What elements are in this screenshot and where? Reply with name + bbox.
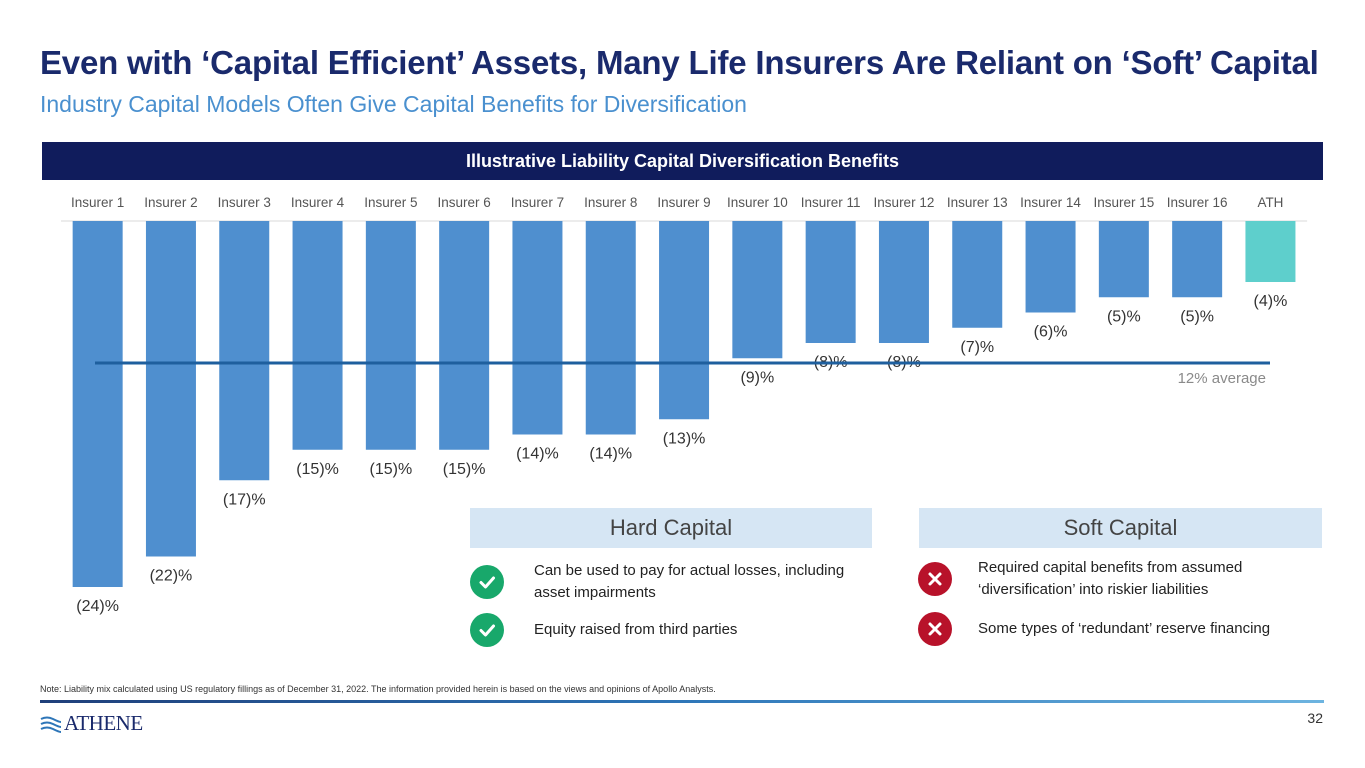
x-tick-label: Insurer 1 (71, 195, 124, 210)
logo-waves-icon (40, 716, 62, 733)
hard-capital-item: Can be used to pay for actual losses, in… (470, 560, 874, 604)
soft-capital-item-text: Required capital benefits from assumed ‘… (978, 559, 1243, 598)
bar (585, 221, 636, 435)
bar (219, 221, 270, 481)
hard-capital-item-text: Can be used to pay for actual losses, in… (534, 562, 845, 601)
data-label: (5)% (1107, 308, 1141, 325)
data-label: (13)% (663, 430, 706, 447)
x-tick-label: Insurer 11 (801, 195, 861, 210)
average-label: 12% average (1178, 370, 1266, 387)
hard-capital-item-text: Equity raised from third parties (534, 621, 738, 638)
page-title: Even with ‘Capital Efficient’ Assets, Ma… (40, 44, 1319, 81)
x-tick-label: Insurer 6 (438, 195, 491, 210)
bar (365, 221, 416, 450)
data-label: (15)% (443, 461, 486, 478)
bar (878, 221, 929, 343)
data-label: (5)% (1180, 308, 1214, 325)
bar (72, 221, 123, 587)
x-icon (918, 612, 952, 646)
bar (512, 221, 563, 435)
x-tick-label: Insurer 13 (947, 195, 1008, 210)
data-label: (4)% (1254, 293, 1288, 310)
page-subtitle: Industry Capital Models Often Give Capit… (40, 91, 747, 117)
data-label: (6)% (1034, 324, 1068, 341)
bar (1098, 221, 1149, 298)
x-tick-label: Insurer 9 (657, 195, 710, 210)
data-label: (14)% (516, 446, 559, 463)
bar (439, 221, 490, 450)
x-icon (918, 562, 952, 596)
bar (952, 221, 1003, 328)
x-tick-label: Insurer 4 (291, 195, 345, 210)
data-label: (14)% (589, 446, 632, 463)
data-label: (22)% (150, 568, 193, 585)
x-tick-label: Insurer 16 (1167, 195, 1228, 210)
footer-divider (40, 700, 1324, 703)
bar (732, 221, 783, 359)
soft-capital-header: Soft Capital (919, 508, 1322, 548)
soft-capital-item: Required capital benefits from assumed ‘… (918, 557, 1318, 601)
bar (1025, 221, 1076, 313)
hard-capital-header: Hard Capital (470, 508, 872, 548)
x-tick-label: Insurer 8 (584, 195, 637, 210)
bar (1172, 221, 1223, 298)
bar (805, 221, 856, 343)
footnote: Note: Liability mix calculated using US … (40, 684, 716, 694)
data-label: (15)% (370, 461, 413, 478)
x-tick-label: Insurer 15 (1093, 195, 1154, 210)
data-label: (9)% (740, 369, 774, 386)
x-tick-label: Insurer 7 (511, 195, 564, 210)
x-tick-label: ATH (1257, 195, 1283, 210)
data-label: (24)% (76, 598, 119, 615)
soft-capital-item-text: Some types of ‘redundant’ reserve financ… (978, 620, 1271, 637)
x-tick-label: Insurer 14 (1020, 195, 1081, 210)
x-tick-label: Insurer 3 (218, 195, 271, 210)
athene-logo: ATHENE (40, 711, 143, 736)
hard-capital-item: Equity raised from third parties (470, 613, 874, 647)
x-tick-label: Insurer 12 (874, 195, 935, 210)
bar (292, 221, 343, 450)
x-tick-label: Insurer 10 (727, 195, 788, 210)
data-label: (7)% (960, 339, 994, 356)
data-label: (17)% (223, 491, 266, 508)
bar (659, 221, 710, 420)
check-icon (470, 613, 504, 647)
logo-text: ATHENE (64, 711, 143, 735)
chart-banner: Illustrative Liability Capital Diversifi… (42, 142, 1323, 180)
check-icon (470, 565, 504, 599)
bar (145, 221, 196, 557)
data-label: (15)% (296, 461, 339, 478)
x-tick-label: Insurer 2 (144, 195, 197, 210)
soft-capital-item: Some types of ‘redundant’ reserve financ… (918, 612, 1338, 646)
x-tick-label: Insurer 5 (364, 195, 417, 210)
bar (1245, 221, 1296, 282)
page-number: 32 (1307, 710, 1323, 726)
